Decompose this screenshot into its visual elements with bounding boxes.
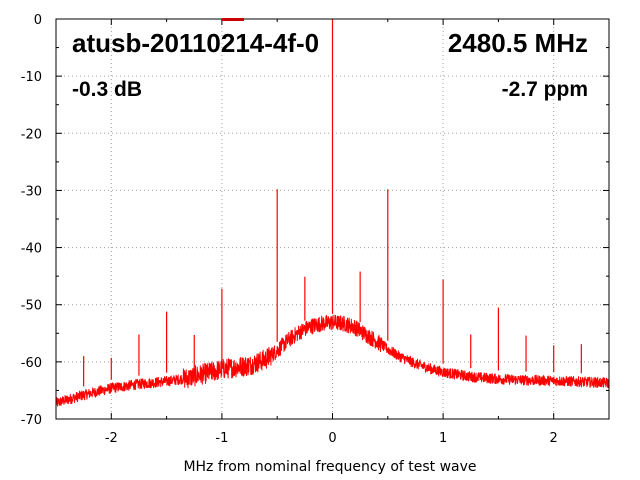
level-label: -0.3 dB: [72, 78, 142, 101]
y-tick-label: -70: [21, 413, 42, 428]
plot-area: [56, 19, 609, 407]
spur-lines: [83, 19, 582, 387]
device-label: atusb-20110214-4f-0: [72, 28, 319, 58]
y-tick-label: -10: [21, 70, 42, 85]
x-tick-label: -2: [105, 431, 118, 446]
ppm-label: -2.7 ppm: [502, 78, 588, 101]
x-tick-label: 0: [328, 431, 336, 446]
x-tick-label: 1: [439, 431, 447, 446]
frequency-label: 2480.5 MHz: [448, 28, 588, 58]
x-tick-label: -1: [215, 431, 228, 446]
y-tick-label: -20: [21, 127, 42, 142]
plot-frame: [55, 18, 610, 420]
y-tick-label: 0: [34, 13, 42, 28]
noise-floor-series: [56, 314, 609, 407]
legend-swatch: [222, 18, 244, 21]
x-axis-ticks: -2 -1 0 1 2: [55, 19, 610, 446]
y-tick-label: -60: [21, 356, 42, 371]
x-axis-label: MHz from nominal frequency of test wave: [183, 459, 476, 475]
y-tick-label: -50: [21, 299, 42, 314]
y-tick-label: -40: [21, 242, 42, 257]
y-tick-label: -30: [21, 184, 42, 199]
x-tick-label: 2: [550, 431, 558, 446]
y-axis-ticks: 0 -10 -20 -30 -40 -50 -60 -70: [21, 13, 609, 428]
